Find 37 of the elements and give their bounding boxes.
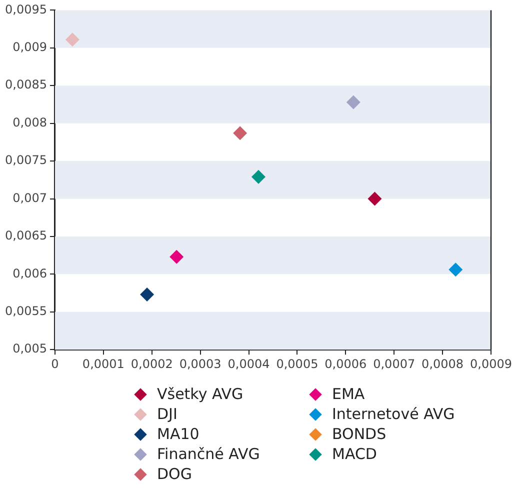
legend-label: Všetky AVG [157, 385, 244, 403]
y-tick-label: 0,005 [12, 342, 47, 356]
point [170, 250, 184, 264]
y-tick-label: 0,0095 [4, 2, 47, 16]
point [65, 32, 80, 47]
y-tick-label: 0,0075 [4, 153, 47, 168]
point [346, 95, 360, 110]
x-tick-label: 0,0009 [470, 356, 512, 371]
legend-label: EMA [332, 385, 365, 403]
x-tick-label: 0,0003 [179, 356, 222, 371]
point [368, 192, 382, 206]
legend-label: DJI [157, 405, 178, 423]
y-tick-label: 0,006 [12, 266, 47, 280]
x-tick-label: 0,0005 [276, 356, 318, 371]
y-tick-label: 0,007 [12, 190, 47, 205]
legend-label: MA10 [157, 425, 200, 443]
legend-label: Internetové AVG [332, 405, 455, 423]
point [448, 262, 463, 277]
point [140, 288, 154, 302]
point [233, 126, 248, 140]
y-tick-label: 0,008 [12, 115, 47, 130]
x-tick-label: 0,0004 [228, 356, 270, 371]
x-tick-label: 0,0007 [373, 356, 416, 371]
legend-label: DOG [157, 465, 192, 483]
point [251, 170, 266, 184]
x-tick-label: 0,0002 [130, 356, 173, 371]
y-tick-label: 0,0055 [4, 304, 47, 318]
y-tick-label: 0,009 [12, 40, 47, 54]
x-tick-label: 0,0006 [324, 356, 367, 371]
x-tick-label: 0,0001 [82, 356, 124, 371]
y-tick-label: 0,0065 [4, 228, 47, 243]
y-tick-label: 0,0085 [4, 78, 47, 92]
x-tick-label: 0,0008 [422, 356, 464, 371]
legend-label: MACD [332, 445, 377, 463]
legend-label: Finančné AVG [157, 445, 260, 463]
x-tick-label: 0 [51, 356, 59, 371]
legend-label: BONDS [332, 425, 386, 443]
